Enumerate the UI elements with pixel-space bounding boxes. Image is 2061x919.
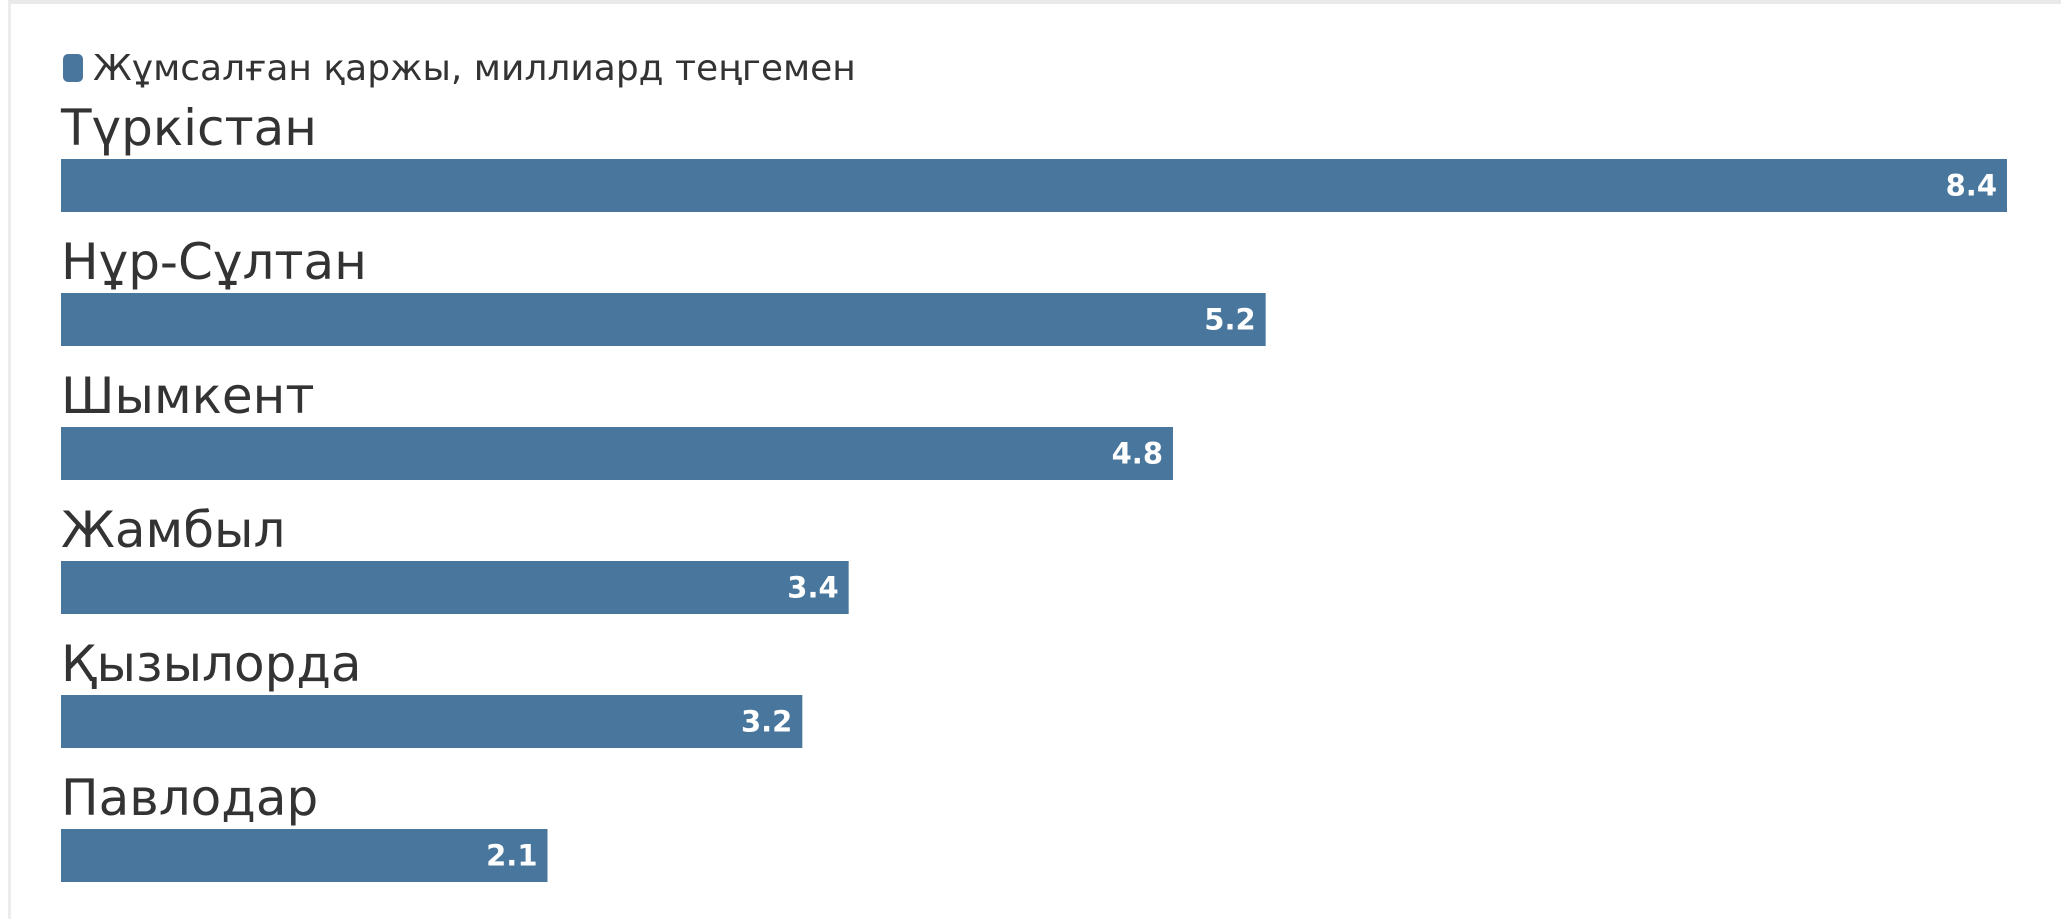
bar[interactable] — [61, 159, 2007, 212]
legend-label: Жұмсалған қаржы, миллиард теңгемен — [93, 47, 856, 89]
value-label: 3.2 — [741, 705, 792, 739]
category-label: Шымкент — [61, 367, 314, 425]
legend[interactable]: Жұмсалған қаржы, миллиард теңгемен — [63, 47, 856, 89]
category-label: Жамбыл — [61, 501, 286, 559]
bar[interactable] — [61, 695, 803, 748]
category-label: Түркістан — [60, 99, 317, 157]
value-label: 2.1 — [486, 839, 537, 873]
category-label: Павлодар — [61, 769, 318, 827]
value-label: 5.2 — [1204, 303, 1255, 337]
bar[interactable] — [61, 829, 548, 882]
value-label: 4.8 — [1112, 437, 1163, 471]
value-label: 8.4 — [1946, 169, 1997, 203]
category-label: Нұр-Сұлтан — [61, 233, 367, 291]
bar[interactable] — [61, 293, 1266, 346]
bar[interactable] — [61, 427, 1173, 480]
bars-layer: Түркістан 8.4 Нұр-Сұлтан 5.2 Шымкент 4.8 Жамбы… — [60, 99, 2007, 882]
value-label: 3.4 — [787, 571, 838, 605]
category-label: Қызылорда — [61, 635, 362, 693]
bar[interactable] — [61, 561, 849, 614]
legend-swatch — [63, 54, 83, 82]
